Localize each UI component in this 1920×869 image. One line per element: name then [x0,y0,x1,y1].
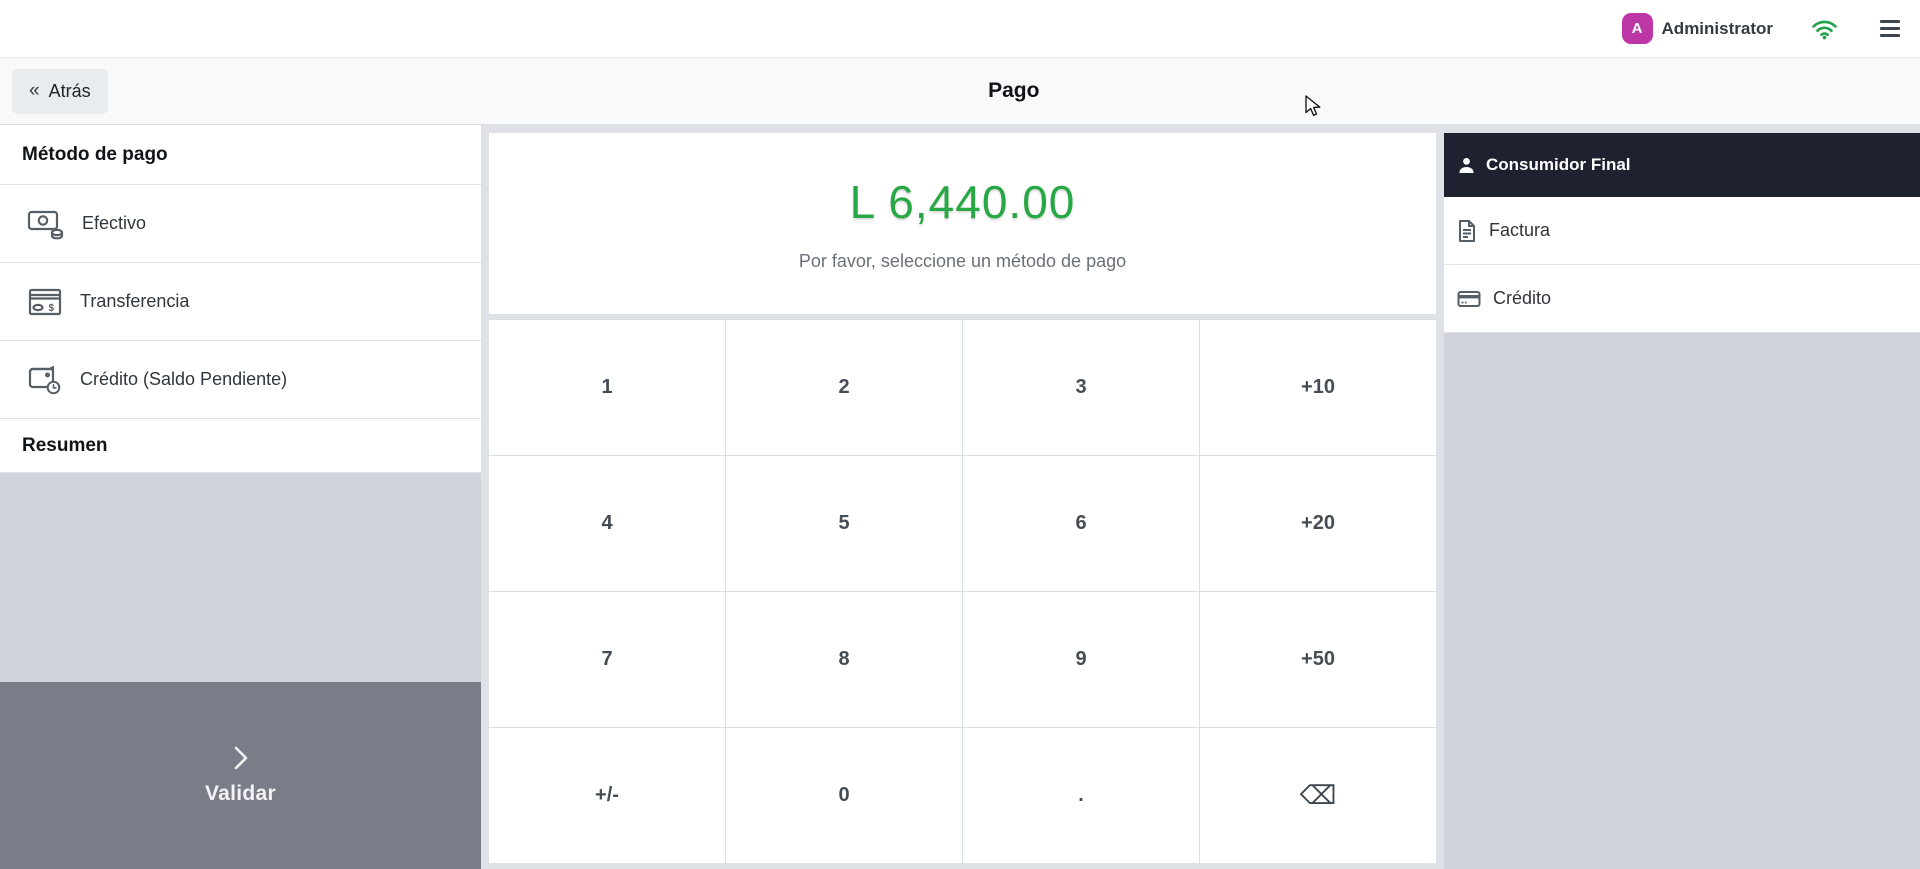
numpad-key-8[interactable]: 8 [726,592,962,727]
invoice-icon [1457,219,1477,243]
invoice-button[interactable]: Factura [1444,197,1920,265]
numpad-key-3[interactable]: 3 [963,320,1199,455]
wifi-icon[interactable] [1811,18,1838,40]
double-chevron-left-icon: « [29,80,40,102]
credit-button[interactable]: Crédito [1444,265,1920,333]
top-bar: A Administrator [0,0,1920,58]
summary-empty-area [0,473,481,682]
amount-due: L 6,440.00 [850,175,1076,229]
validate-button[interactable]: Validar [0,682,481,869]
payment-status-panel: L 6,440.00 Por favor, seleccione un méto… [489,133,1436,314]
numpad-key-plus10[interactable]: +10 [1200,320,1436,455]
svg-text:$: $ [49,303,55,314]
numpad-key-decimal[interactable]: . [963,728,1199,863]
bank-transfer-icon: $ [27,287,63,317]
payment-method-label: Transferencia [80,291,189,312]
numpad-key-2[interactable]: 2 [726,320,962,455]
back-button[interactable]: « Atrás [12,69,108,114]
payment-hint: Por favor, seleccione un método de pago [799,251,1126,272]
avatar[interactable]: A [1622,13,1653,44]
payment-method-label: Efectivo [82,213,146,234]
person-icon [1458,157,1475,174]
invoice-button-label: Factura [1489,220,1550,241]
user-name[interactable]: Administrator [1662,19,1773,39]
numpad-key-backspace backspace-icon[interactable]: ⌫ [1200,728,1436,863]
customer-button[interactable]: Consumidor Final [1444,133,1920,197]
customer-button-label: Consumidor Final [1486,155,1631,175]
numpad-key-plus20[interactable]: +20 [1200,456,1436,591]
numpad-key-7[interactable]: 7 [489,592,725,727]
numpad-key-1[interactable]: 1 [489,320,725,455]
numpad-key-plus50[interactable]: +50 [1200,592,1436,727]
numpad: 1 2 3 +10 4 5 6 +20 7 8 9 +50 +/- 0 . ⌫ [489,319,1436,863]
numpad-key-6[interactable]: 6 [963,456,1199,591]
main-area: Método de pago Efectivo [0,125,1920,869]
credit-card-icon [1457,290,1481,308]
wallet-clock-icon [27,364,63,396]
numpad-key-plusminus[interactable]: +/- [489,728,725,863]
order-options-panel: Consumidor Final Factura [1444,125,1920,869]
payment-method-transfer[interactable]: $ Transferencia [0,263,481,341]
cash-icon [27,208,65,240]
validate-button-label: Validar [205,782,276,806]
numpad-key-0[interactable]: 0 [726,728,962,863]
payment-methods-panel: Método de pago Efectivo [0,125,481,869]
page-title: Pago [108,79,1920,103]
column-gutter [1436,125,1444,869]
payment-method-label: Crédito (Saldo Pendiente) [80,369,287,390]
numpad-key-4[interactable]: 4 [489,456,725,591]
right-empty-area [1444,333,1920,869]
page-header: « Atrás Pago [0,58,1920,125]
chevron-right-icon [230,745,252,771]
numpad-key-9[interactable]: 9 [963,592,1199,727]
payment-panel: L 6,440.00 Por favor, seleccione un méto… [489,125,1436,869]
back-button-label: Atrás [49,81,91,102]
credit-button-label: Crédito [1493,288,1551,309]
numpad-key-5[interactable]: 5 [726,456,962,591]
column-gutter [481,125,489,869]
payment-method-cash[interactable]: Efectivo [0,185,481,263]
payment-methods-heading: Método de pago [0,125,481,185]
payment-method-credit[interactable]: Crédito (Saldo Pendiente) [0,341,481,419]
summary-heading: Resumen [0,419,481,473]
hamburger-menu-icon[interactable] [1880,20,1900,37]
